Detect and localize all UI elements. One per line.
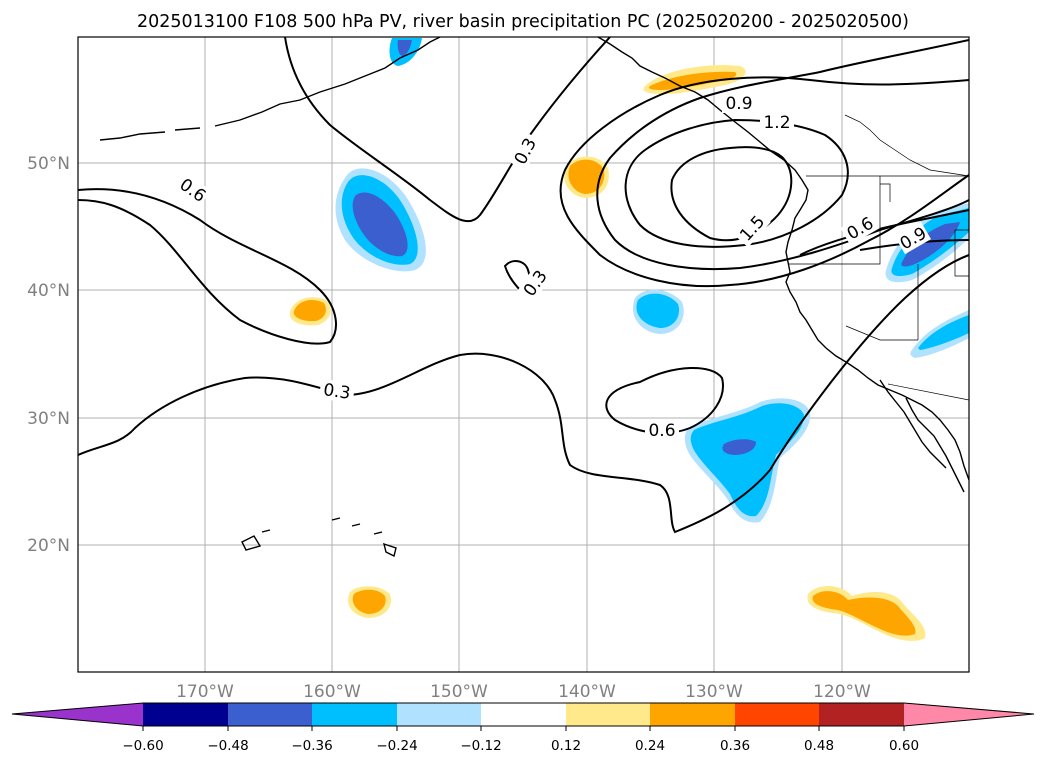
colorbar-bin <box>650 703 735 726</box>
precip-blob <box>648 71 737 90</box>
precip-blob <box>293 299 326 322</box>
map-frame <box>77 36 970 673</box>
contour-label: 0.6 <box>648 421 675 441</box>
colorbar-bin <box>819 703 904 726</box>
colorbar-tick-label: 0.12 <box>551 738 581 754</box>
lat-label: 30°N <box>27 409 70 429</box>
coastlines <box>99 37 969 558</box>
contour-label: 0.3 <box>322 380 352 404</box>
precip-blob <box>352 589 386 614</box>
lon-label: 160°W <box>303 682 361 702</box>
precip-blob <box>918 315 969 350</box>
latitude-labels: 50°N 40°N 30°N 20°N <box>27 154 70 556</box>
precip-blob <box>352 192 408 257</box>
colorbar-tick-label: 0.48 <box>804 738 834 754</box>
colorbar-extend-high <box>904 703 1034 726</box>
political-borders <box>788 114 969 401</box>
precip-negative-areas <box>335 38 969 523</box>
pv-contour-labels: 0.6 0.3 0.3 0.3 0.9 1.2 1.5 0.6 0.6 0. <box>174 93 931 441</box>
precip-blob <box>812 591 916 636</box>
precip-blob <box>722 439 756 455</box>
lat-label: 50°N <box>27 154 70 174</box>
colorbar-tick-label: −0.36 <box>291 738 332 754</box>
precip-blob <box>397 40 412 56</box>
precip-blob <box>568 159 605 194</box>
lon-label: 120°W <box>813 682 871 702</box>
colorbar-bin <box>397 703 481 726</box>
colorbar-bin <box>143 703 228 726</box>
colorbar-tick-label: 0.60 <box>889 738 919 754</box>
precip-blob <box>636 293 680 328</box>
colorbar-bin <box>566 703 650 726</box>
colorbar-tick-label: 0.24 <box>635 738 665 754</box>
colorbar-tick-label: −0.60 <box>122 738 163 754</box>
map-panel: 0.6 0.3 0.3 0.3 0.9 1.2 1.5 0.6 0.6 0. <box>77 36 970 673</box>
colorbar-tick-label: 0.36 <box>720 738 750 754</box>
colorbar-extend-low <box>12 703 143 726</box>
lon-label: 130°W <box>685 682 743 702</box>
contour-label: 0.9 <box>725 94 752 114</box>
lat-label: 40°N <box>27 281 70 301</box>
lon-label: 140°W <box>558 682 616 702</box>
colorbar: −0.60 −0.48 −0.36 −0.24 −0.12 0.12 0.24 … <box>11 702 1035 754</box>
colorbar-tick-label: −0.24 <box>376 738 417 754</box>
map-title: 2025013100 F108 500 hPa PV, river basin … <box>137 12 909 32</box>
precip-blob <box>901 222 960 267</box>
lon-label: 150°W <box>430 682 488 702</box>
lon-label: 170°W <box>176 682 234 702</box>
gridlines <box>78 37 969 672</box>
contour-label: 1.2 <box>763 113 790 133</box>
lat-label: 20°N <box>27 536 70 556</box>
precip-blob <box>690 403 804 517</box>
longitude-labels: 170°W 160°W 150°W 140°W 130°W 120°W <box>176 682 871 702</box>
colorbar-tick-label: −0.12 <box>460 738 501 754</box>
colorbar-bin <box>228 703 312 726</box>
colorbar-bin <box>735 703 819 726</box>
pv-contours <box>78 37 969 534</box>
colorbar-tick-label: −0.48 <box>207 738 248 754</box>
colorbar-bin <box>312 703 397 726</box>
colorbar-bin <box>481 703 566 726</box>
